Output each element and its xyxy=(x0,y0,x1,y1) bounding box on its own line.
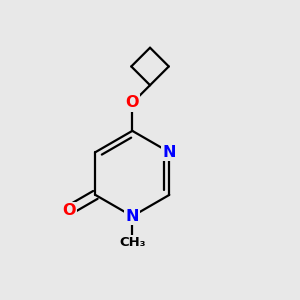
Text: N: N xyxy=(163,145,176,160)
Text: O: O xyxy=(62,203,75,218)
Text: O: O xyxy=(126,95,139,110)
Text: N: N xyxy=(126,209,139,224)
Text: CH₃: CH₃ xyxy=(119,236,146,249)
